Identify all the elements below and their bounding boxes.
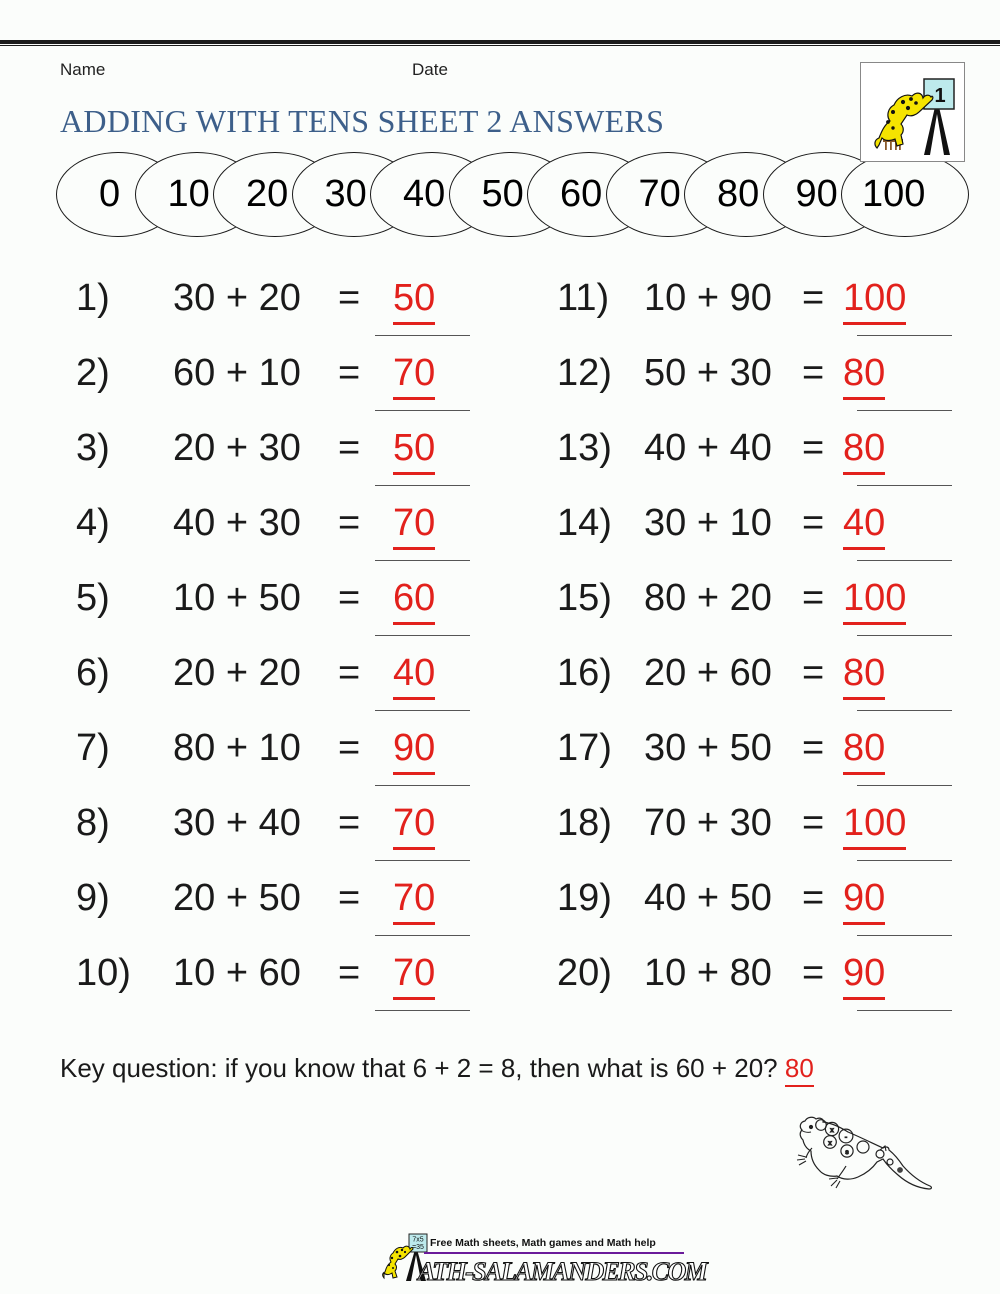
svg-text:s: s [845, 1149, 849, 1156]
svg-text:x: x [830, 1127, 834, 1134]
svg-text:1: 1 [934, 85, 945, 107]
svg-text:=35: =35 [412, 1244, 424, 1251]
svg-text:7x5: 7x5 [412, 1237, 423, 1244]
svg-text:-: - [845, 1134, 847, 1141]
svg-text:x: x [828, 1140, 832, 1147]
